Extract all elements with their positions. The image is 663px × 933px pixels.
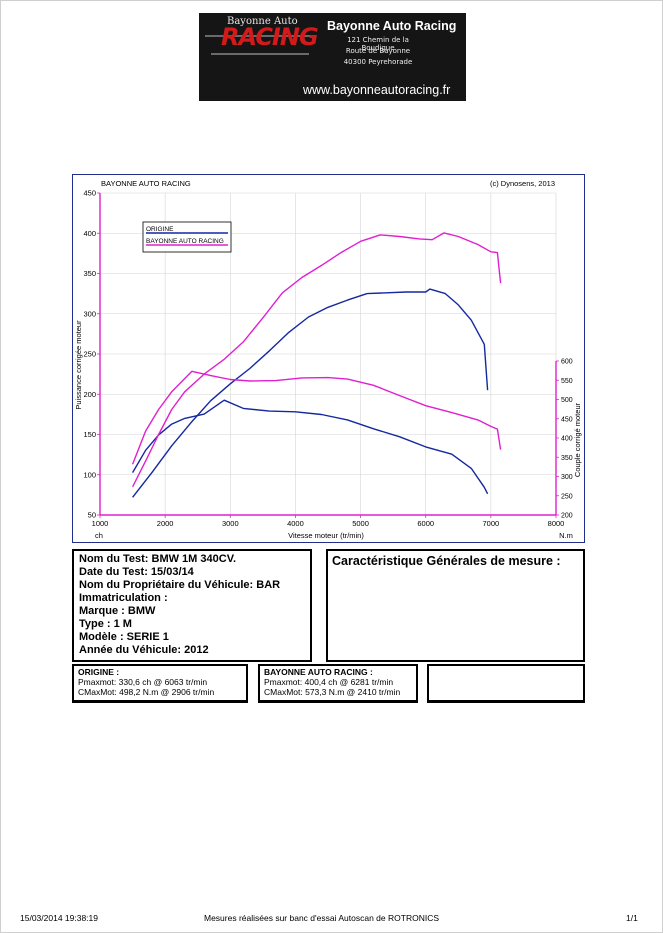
result-bar-power: Pmaxmot: 400,4 ch @ 6281 tr/min bbox=[264, 677, 394, 687]
legend-box bbox=[142, 221, 232, 253]
legend-entry-bar: BAYONNE AUTO RACING bbox=[146, 238, 224, 245]
racing-logo: RACING bbox=[221, 23, 319, 51]
legend-entry-origine: ORIGINE bbox=[146, 226, 174, 233]
left-y-tick-label: 100 bbox=[83, 470, 96, 479]
right-y-tick-label: 350 bbox=[561, 455, 573, 462]
result-empty bbox=[427, 664, 585, 703]
x-tick-label: 8000 bbox=[548, 519, 565, 528]
left-y-tick-label: 400 bbox=[83, 229, 96, 238]
left-y-tick-label: 300 bbox=[83, 309, 96, 318]
result-origine-torque: CMaxMot: 498,2 N.m @ 2906 tr/min bbox=[78, 687, 215, 697]
owner-name: Nom du Propriétaire du Véhicule: BAR bbox=[79, 579, 281, 591]
left-y-tick-label: 200 bbox=[83, 390, 96, 399]
footer-page: 1/1 bbox=[626, 913, 638, 923]
dyno-chart: 1000 2000 3000 4000 5000 6000 7000 8000 50 100 150… bbox=[72, 174, 585, 543]
result-origine: ORIGINE : Pmaxmot: 330,6 ch @ 6063 tr/mi… bbox=[72, 664, 248, 703]
test-info-box: Nom du Test: BMW 1M 340CV. Date du Test:… bbox=[72, 549, 312, 662]
bar-power-curve bbox=[131, 232, 502, 488]
vehicle-year: Année du Véhicule: 2012 bbox=[79, 644, 209, 656]
chart-axes: 1000 2000 3000 4000 5000 6000 7000 8000 50 100 150… bbox=[83, 189, 572, 529]
x-tick-label: 4000 bbox=[287, 519, 304, 528]
left-y-tick-label: 350 bbox=[83, 269, 96, 278]
origine-torque-curve bbox=[131, 399, 489, 495]
right-y-tick-label: 600 bbox=[561, 359, 573, 366]
banner-address-line: 121 Chemin de la Boudigue bbox=[347, 36, 409, 52]
right-y-tick-label: 450 bbox=[561, 416, 573, 423]
footer-datetime: 15/03/2014 19:38:19 bbox=[20, 913, 98, 923]
footer-note: Mesures réalisées sur banc d'essai Autos… bbox=[204, 913, 439, 923]
result-origine-title: ORIGINE : bbox=[78, 667, 120, 677]
logo-streak bbox=[211, 53, 309, 55]
company-banner: Bayonne Auto RACING Bayonne Auto Racing … bbox=[199, 13, 466, 101]
chart-header-left: BAYONNE AUTO RACING bbox=[101, 179, 191, 188]
origine-power-curve bbox=[132, 288, 489, 498]
x-tick-label: 1000 bbox=[92, 519, 109, 528]
banner-small-title: Bayonne Auto bbox=[227, 16, 298, 27]
left-y-tick-label: 250 bbox=[83, 350, 96, 359]
brand: Marque : BMW bbox=[79, 605, 156, 617]
right-y-tick-label: 400 bbox=[561, 436, 573, 443]
test-date: Date du Test: 15/03/14 bbox=[79, 566, 194, 578]
result-bar-torque: CMaxMot: 573,3 N.m @ 2410 tr/min bbox=[264, 687, 401, 697]
dyno-chart-svg: 1000 2000 3000 4000 5000 6000 7000 8000 50 100 150… bbox=[74, 179, 582, 540]
chart-legend: ORIGINE BAYONNE AUTO RACING bbox=[142, 221, 232, 253]
chart-header-right: (c) Dynosens, 2013 bbox=[490, 179, 555, 188]
right-axis-label: Couple corrigé moteur bbox=[573, 402, 582, 477]
result-origine-power: Pmaxmot: 330,6 ch @ 6063 tr/min bbox=[78, 677, 208, 687]
banner-url: www.bayonneautoracing.fr bbox=[303, 83, 451, 97]
left-axis-label: Puissance corrigée moteur bbox=[74, 320, 83, 410]
vehicle-type: Type : 1 M bbox=[79, 618, 132, 630]
right-y-tick-label: 200 bbox=[561, 513, 573, 520]
right-y-tick-label: 250 bbox=[561, 493, 573, 500]
chart-series bbox=[131, 232, 502, 498]
right-y-tick-label: 550 bbox=[561, 378, 573, 385]
logo-streak bbox=[205, 35, 315, 37]
left-y-tick-label: 450 bbox=[83, 189, 96, 198]
registration: Immatriculation : bbox=[79, 592, 168, 604]
bar-torque-curve bbox=[131, 370, 502, 465]
x-axis-unit: ch bbox=[95, 531, 103, 540]
characteristics-title: Caractéristique Générales de mesure : bbox=[332, 554, 561, 568]
left-y-tick-label: 150 bbox=[83, 430, 96, 439]
right-y-tick-label: 500 bbox=[561, 397, 573, 404]
x-tick-label: 2000 bbox=[157, 519, 174, 528]
result-bar-title: BAYONNE AUTO RACING : bbox=[264, 667, 373, 677]
measurement-characteristics-box: Caractéristique Générales de mesure : bbox=[326, 549, 585, 662]
right-y-tick-label: 300 bbox=[561, 474, 573, 481]
left-y-tick-label: 50 bbox=[88, 511, 96, 520]
x-tick-label: 6000 bbox=[417, 519, 434, 528]
result-bar: BAYONNE AUTO RACING : Pmaxmot: 400,4 ch … bbox=[258, 664, 418, 703]
banner-address-line: 40300 Peyrehorade bbox=[343, 58, 413, 66]
x-tick-label: 5000 bbox=[352, 519, 369, 528]
x-axis-label: Vitesse moteur (tr/min) bbox=[288, 531, 364, 540]
right-axis-unit: N.m bbox=[559, 531, 573, 540]
test-name: Nom du Test: BMW 1M 340CV. bbox=[79, 553, 237, 565]
x-tick-label: 7000 bbox=[483, 519, 500, 528]
banner-address-line: Route de Bayonne bbox=[345, 47, 411, 55]
x-tick-label: 3000 bbox=[222, 519, 239, 528]
model: Modèle : SERIE 1 bbox=[79, 631, 169, 643]
banner-company-name: Bayonne Auto Racing bbox=[327, 19, 457, 33]
